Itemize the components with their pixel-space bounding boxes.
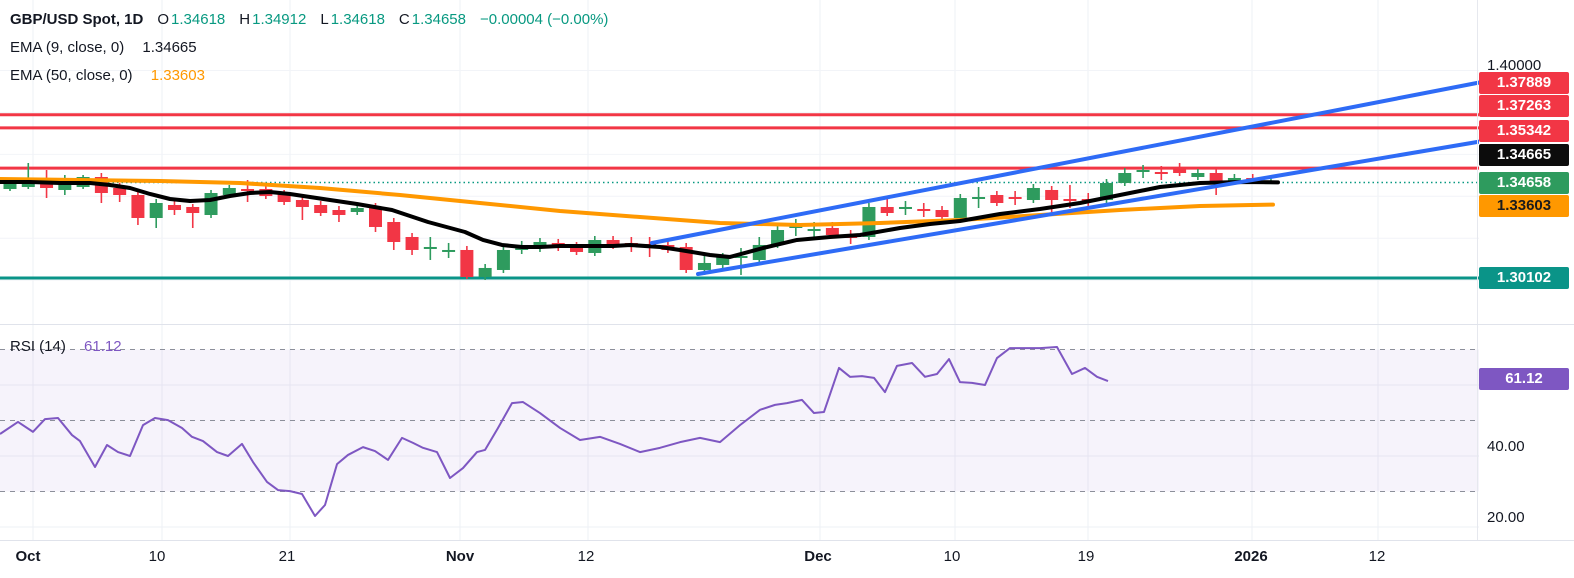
time-label-dec: Dec: [804, 548, 832, 565]
candle-body: [807, 228, 821, 232]
time-axis-separator: [0, 540, 1574, 541]
price-label-resistance-2: 1.37263: [1479, 95, 1569, 117]
candle-body: [350, 207, 364, 212]
ema9-legend-row[interactable]: EMA (9, close, 0) 1.34665: [10, 39, 197, 56]
rsi-last-value-label: 61.12: [1479, 368, 1569, 390]
candle-body: [1118, 173, 1132, 184]
rsi-tick-40: 40.00: [1487, 438, 1525, 455]
time-label-10a: 10: [148, 548, 166, 565]
ohlc-high: H 1.34912: [239, 11, 307, 28]
price-tick-partial: 1.40000: [1487, 57, 1542, 74]
rsi-pane[interactable]: [0, 346, 1479, 517]
candle-body: [1173, 167, 1187, 174]
price-label-resistance-1: 1.37889: [1479, 72, 1569, 94]
rsi-label: RSI (14): [10, 338, 66, 355]
trendline-upper[interactable]: [650, 80, 1487, 245]
candle-body: [935, 210, 949, 218]
rsi-value: 61.12: [84, 338, 122, 355]
ema50-label: EMA (50, close, 0): [10, 67, 133, 84]
price-label-ema9: 1.34665: [1479, 144, 1569, 166]
time-label-oct: Oct: [15, 548, 41, 565]
time-label-10b: 10: [943, 548, 961, 565]
candle-body: [442, 249, 456, 252]
candle-body: [1136, 170, 1150, 172]
candle-body: [1209, 173, 1223, 182]
price-label-support: 1.30102: [1479, 267, 1569, 289]
candle-body: [1227, 177, 1241, 182]
candle-body: [570, 245, 584, 252]
candle-body: [1154, 171, 1168, 174]
time-label-19: 19: [1077, 548, 1095, 565]
rsi-line[interactable]: [0, 346, 1109, 517]
symbol-legend-row[interactable]: GBP/USD Spot, 1D O 1.34618 H 1.34912 L 1.34618…: [10, 11, 608, 28]
time-label-2026: 2026: [1234, 548, 1268, 565]
candle-body: [898, 206, 912, 209]
price-label-ema50: 1.33603: [1479, 195, 1569, 217]
price-pane[interactable]: [0, 80, 1487, 280]
candle-body: [1026, 187, 1040, 201]
candle-body: [1008, 197, 1022, 199]
rsi-legend-row[interactable]: RSI (14) 61.12: [10, 338, 122, 355]
ema50-value: 1.33603: [150, 67, 205, 84]
candle-body: [953, 197, 967, 218]
ema9-value: 1.34665: [142, 39, 197, 56]
time-label-21: 21: [278, 548, 296, 565]
gridlines: [0, 0, 1479, 540]
candle-body: [113, 187, 127, 195]
time-label-12b: 12: [1368, 548, 1386, 565]
candle-body: [880, 206, 894, 214]
ohlc-low: L 1.34618: [320, 11, 385, 28]
candle-body: [734, 255, 748, 258]
candle-body: [423, 246, 437, 249]
candle-body: [460, 249, 474, 277]
candle-body: [241, 188, 255, 191]
candle-body: [972, 197, 986, 199]
time-label-nov: Nov: [445, 548, 475, 565]
symbol-title[interactable]: GBP/USD Spot, 1D: [10, 11, 144, 28]
candle-body: [369, 206, 382, 227]
candle-body: [716, 256, 730, 265]
candle-body: [697, 262, 711, 270]
change-readout: −0.00004 (−0.00%): [480, 11, 609, 28]
ema50-legend-row[interactable]: EMA (50, close, 0) 1.33603: [10, 67, 205, 84]
pane-separator[interactable]: [0, 324, 1574, 325]
candle-body: [277, 193, 291, 202]
ema9-label: EMA (9, close, 0): [10, 39, 125, 56]
candle-body: [1063, 198, 1077, 201]
candle-body: [314, 204, 328, 214]
ohlc-close: C 1.34658: [398, 11, 466, 28]
trendline-lower[interactable]: [696, 139, 1483, 276]
rsi-tick-20: 20.00: [1487, 509, 1525, 526]
candle-body: [131, 194, 145, 218]
candle-body: [771, 230, 785, 245]
candle-body: [606, 239, 620, 245]
candle-body: [204, 193, 218, 215]
candle-body: [3, 180, 17, 189]
candle-body: [825, 227, 839, 235]
candle-body: [332, 210, 346, 215]
candle-body: [1045, 189, 1059, 201]
ema9-line[interactable]: [0, 179, 1280, 259]
price-label-resistance-3: 1.35342: [1479, 120, 1569, 142]
candle-body: [186, 206, 200, 214]
candle-body: [222, 187, 236, 195]
candle-body: [167, 204, 181, 211]
candle-body: [387, 221, 401, 242]
price-axis-separator: [1477, 0, 1478, 540]
candle-body: [1191, 173, 1205, 178]
candle-body: [149, 203, 163, 218]
price-label-last: 1.34658: [1479, 172, 1569, 194]
candle-body: [295, 200, 309, 207]
candle-body: [405, 236, 419, 250]
time-label-12a: 12: [577, 548, 595, 565]
candle-body: [917, 208, 931, 211]
candle-body: [478, 267, 492, 277]
candle-body: [496, 249, 510, 270]
ohlc-open: O 1.34618: [157, 11, 226, 28]
candle-body: [990, 194, 1004, 204]
candle-body: [789, 226, 803, 228]
